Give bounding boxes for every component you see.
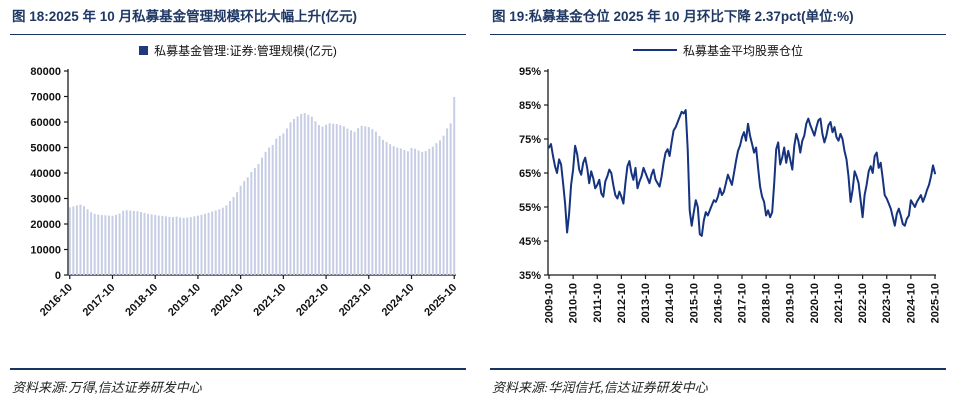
svg-text:0: 0	[55, 270, 61, 282]
svg-text:40000: 40000	[30, 168, 61, 180]
figure-19-legend-label: 私募基金平均股票仓位	[682, 43, 803, 58]
svg-text:95%: 95%	[519, 66, 541, 78]
figure-18: 图 18:2025 年 10 月私募基金管理规模环比大幅上升(亿元) 私募基金管…	[10, 6, 466, 402]
figure-18-legend-label: 私募基金管理:证券:管理规模(亿元)	[154, 43, 337, 58]
figure-18-title: 图 18:2025 年 10 月私募基金管理规模环比大幅上升(亿元)	[10, 6, 466, 35]
svg-text:2013-10: 2013-10	[640, 283, 652, 323]
figure-18-source-text: 资料来源:万得,信达证券研发中心	[12, 380, 202, 395]
svg-text:70000: 70000	[30, 91, 61, 103]
svg-text:2012-10: 2012-10	[616, 283, 628, 323]
svg-text:2021-10: 2021-10	[251, 282, 288, 319]
svg-text:2017-10: 2017-10	[737, 283, 749, 323]
bar-chart-svg: 0 10000 20000 30000 40000 50000 60000 70000 8000…	[30, 66, 459, 319]
figure-18-source: 资料来源:万得,信达证券研发中心	[10, 368, 466, 402]
figure-19-body: 私募基金平均股票仓位 35% 45% 55% 65% 75% 85% 95% 2009-10 2…	[490, 35, 946, 367]
svg-text:2016-10: 2016-10	[38, 282, 75, 319]
svg-text:2025-10: 2025-10	[422, 282, 459, 319]
svg-text:2023-10: 2023-10	[881, 283, 893, 323]
svg-text:60000: 60000	[30, 117, 61, 129]
svg-text:2018-10: 2018-10	[761, 283, 773, 323]
svg-text:2018-10: 2018-10	[123, 282, 160, 319]
svg-text:85%: 85%	[519, 100, 541, 112]
svg-text:30000: 30000	[30, 193, 61, 205]
svg-text:2020-10: 2020-10	[209, 282, 246, 319]
svg-text:2024-10: 2024-10	[905, 283, 917, 323]
svg-text:20000: 20000	[30, 219, 61, 231]
svg-text:2021-10: 2021-10	[833, 283, 845, 323]
line-chart-svg: 35% 45% 55% 65% 75% 85% 95% 2009-10 2010-10 2011-…	[519, 66, 942, 324]
figure-18-legend: 私募基金管理:证券:管理规模(亿元)	[139, 35, 337, 59]
svg-text:2015-10: 2015-10	[688, 283, 700, 323]
svg-text:2019-10: 2019-10	[166, 282, 203, 319]
svg-text:2025-10: 2025-10	[929, 283, 941, 323]
figure-19-source-text: 资料来源:华润信托,信达证券研发中心	[492, 380, 708, 395]
svg-text:2019-10: 2019-10	[785, 283, 797, 323]
svg-text:2010-10: 2010-10	[568, 283, 580, 323]
figure-19-title: 图 19:私募基金仓位 2025 年 10 月环比下降 2.37pct(单位:%…	[490, 6, 946, 35]
figure-19: 图 19:私募基金仓位 2025 年 10 月环比下降 2.37pct(单位:%…	[480, 0, 960, 402]
svg-text:2009-10: 2009-10	[544, 283, 556, 323]
svg-text:2022-10: 2022-10	[294, 282, 331, 319]
svg-text:2023-10: 2023-10	[337, 282, 374, 319]
svg-text:75%: 75%	[519, 134, 541, 146]
svg-text:45%: 45%	[519, 236, 541, 248]
svg-text:2017-10: 2017-10	[81, 282, 118, 319]
svg-text:2024-10: 2024-10	[380, 282, 417, 319]
svg-text:35%: 35%	[519, 270, 541, 282]
svg-text:2011-10: 2011-10	[592, 283, 604, 323]
figure-18-body: 私募基金管理:证券:管理规模(亿元) 0 10000 20000 30000 40000…	[10, 35, 466, 367]
svg-text:55%: 55%	[519, 202, 541, 214]
svg-text:65%: 65%	[519, 168, 541, 180]
line-legend-swatch-icon	[632, 49, 677, 52]
svg-text:10000: 10000	[30, 244, 61, 256]
figure-19-source: 资料来源:华润信托,信达证券研发中心	[490, 368, 946, 402]
svg-text:50000: 50000	[30, 142, 61, 154]
svg-text:2020-10: 2020-10	[809, 283, 821, 323]
svg-text:2016-10: 2016-10	[712, 283, 724, 323]
svg-text:2022-10: 2022-10	[857, 283, 869, 323]
svg-text:2014-10: 2014-10	[664, 283, 676, 323]
bar-legend-swatch-icon	[139, 45, 149, 55]
svg-text:80000: 80000	[30, 66, 61, 78]
figure-19-legend: 私募基金平均股票仓位	[632, 35, 803, 59]
